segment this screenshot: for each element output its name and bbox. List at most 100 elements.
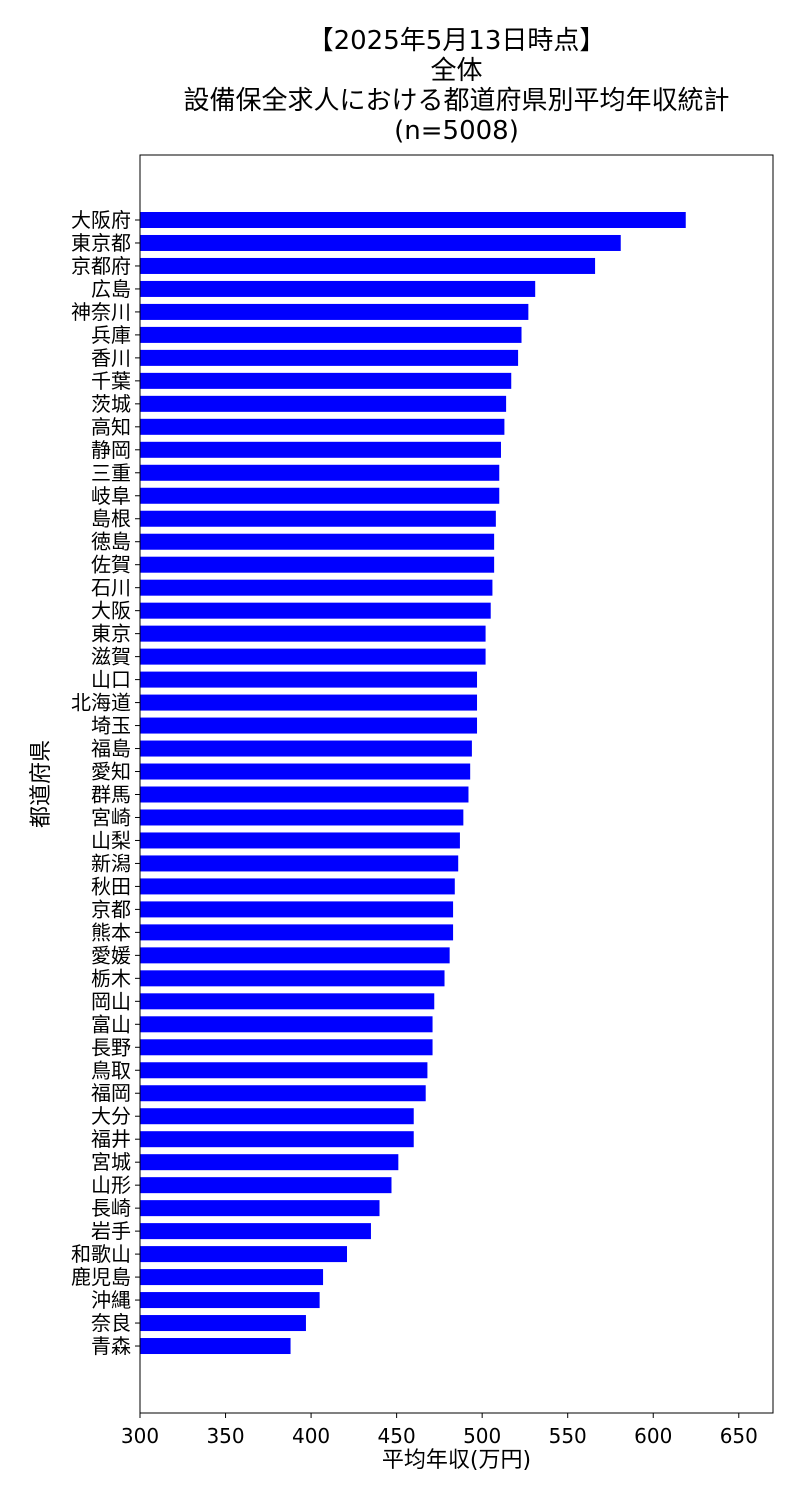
y-tick-label: 秋田 bbox=[91, 874, 131, 898]
y-tick-label: 鳥取 bbox=[91, 1058, 131, 1082]
bar bbox=[140, 579, 493, 596]
bar bbox=[140, 901, 454, 918]
y-tick-label: 岐阜 bbox=[91, 484, 131, 508]
bar bbox=[140, 395, 507, 412]
bar bbox=[140, 717, 478, 734]
bar bbox=[140, 487, 500, 504]
x-tick-label: 500 bbox=[463, 1424, 501, 1448]
bar bbox=[140, 1200, 380, 1217]
y-tick-label: 兵庫 bbox=[91, 323, 131, 347]
y-tick-label: 東京 bbox=[91, 622, 131, 646]
bar bbox=[140, 533, 495, 550]
bar bbox=[140, 1108, 414, 1125]
bar bbox=[140, 1062, 428, 1079]
x-tick-label: 600 bbox=[634, 1424, 672, 1448]
y-tick-label: 長野 bbox=[91, 1035, 131, 1059]
y-tick-label: 滋賀 bbox=[91, 645, 131, 669]
y-tick-label: 宮城 bbox=[91, 1150, 131, 1174]
y-tick-label: 福島 bbox=[91, 737, 131, 761]
y-tick-label: 新潟 bbox=[91, 851, 131, 875]
y-axis-label: 都道府県 bbox=[29, 740, 54, 828]
y-tick-label: 徳島 bbox=[91, 530, 131, 554]
bar bbox=[140, 1154, 399, 1171]
bar bbox=[140, 1016, 433, 1033]
y-tick-label: 山梨 bbox=[91, 828, 131, 852]
bar bbox=[140, 1292, 320, 1309]
y-tick-label: 北海道 bbox=[71, 691, 131, 715]
y-tick-label: 鹿児島 bbox=[71, 1265, 131, 1289]
y-tick-label: 広島 bbox=[91, 277, 131, 301]
y-tick-label: 栃木 bbox=[91, 966, 131, 990]
bar bbox=[140, 234, 621, 251]
y-tick-label: 大阪府 bbox=[71, 208, 131, 232]
bar bbox=[140, 418, 505, 435]
y-tick-label: 三重 bbox=[91, 461, 131, 485]
chart-title-line: 全体 bbox=[430, 56, 483, 86]
bar bbox=[140, 878, 455, 895]
bar bbox=[140, 1246, 348, 1263]
y-tick-label: 岩手 bbox=[91, 1219, 131, 1243]
bar bbox=[140, 786, 469, 803]
bar bbox=[140, 441, 501, 458]
y-tick-label: 青森 bbox=[91, 1334, 131, 1358]
bar bbox=[140, 372, 512, 389]
chart-title-line: 【2025年5月13日時点】 bbox=[307, 26, 606, 56]
y-tick-label: 山口 bbox=[91, 668, 131, 692]
bar bbox=[140, 947, 450, 964]
bar bbox=[140, 1085, 426, 1102]
bar bbox=[140, 694, 478, 711]
x-tick-label: 400 bbox=[292, 1424, 330, 1448]
y-tick-label: 大阪 bbox=[91, 599, 131, 623]
bar bbox=[140, 1131, 414, 1148]
y-tick-label: 茨城 bbox=[91, 392, 131, 416]
y-tick-label: 静岡 bbox=[91, 438, 131, 462]
bar bbox=[140, 212, 686, 228]
bar bbox=[140, 763, 471, 780]
bar bbox=[140, 993, 435, 1010]
y-tick-label: 長崎 bbox=[91, 1196, 131, 1220]
bar bbox=[140, 1223, 371, 1240]
chart-title-line: (n=5008) bbox=[394, 116, 519, 146]
bar bbox=[140, 602, 491, 619]
bar bbox=[140, 556, 495, 573]
y-tick-label: 群馬 bbox=[91, 783, 131, 807]
y-tick-label: 埼玉 bbox=[91, 714, 131, 738]
y-tick-label: 福井 bbox=[91, 1127, 131, 1151]
bar bbox=[140, 809, 464, 826]
chart-title: 【2025年5月13日時点】 全体 設備保全求人における都道府県別平均年収統計 (n=… bbox=[140, 26, 773, 146]
y-tick-label: 熊本 bbox=[91, 920, 131, 944]
bar bbox=[140, 740, 472, 757]
y-tick-label: 高知 bbox=[91, 415, 131, 439]
y-tick-label: 愛媛 bbox=[91, 943, 131, 967]
y-tick-label: 島根 bbox=[91, 507, 131, 531]
bar bbox=[140, 671, 478, 688]
x-tick-label: 300 bbox=[121, 1424, 159, 1448]
bar bbox=[140, 326, 522, 343]
bar bbox=[140, 349, 519, 366]
y-tick-label: 香川 bbox=[91, 346, 131, 370]
x-tick-label: 450 bbox=[378, 1424, 416, 1448]
bar bbox=[140, 648, 486, 665]
y-tick-label: 佐賀 bbox=[91, 553, 131, 577]
bar bbox=[140, 1315, 306, 1332]
y-tick-label: 岡山 bbox=[91, 989, 131, 1013]
bar bbox=[140, 924, 454, 941]
bar bbox=[140, 464, 500, 481]
bar bbox=[140, 970, 445, 987]
y-tick-label: 石川 bbox=[91, 576, 131, 600]
y-tick-label: 奈良 bbox=[91, 1311, 131, 1335]
y-tick-label: 京都府 bbox=[71, 254, 131, 278]
x-tick-label: 550 bbox=[549, 1424, 587, 1448]
x-tick-label: 650 bbox=[720, 1424, 758, 1448]
y-tick-label: 宮崎 bbox=[91, 805, 131, 829]
y-tick-label: 千葉 bbox=[91, 369, 131, 393]
bar bbox=[140, 510, 496, 527]
bar bbox=[140, 1039, 433, 1056]
plot-frame bbox=[139, 154, 774, 1414]
bar bbox=[140, 257, 596, 274]
bar bbox=[140, 280, 536, 297]
y-tick-label: 東京都 bbox=[71, 231, 131, 255]
x-axis-label: 平均年収(万円) bbox=[382, 1448, 531, 1473]
bar bbox=[140, 832, 460, 849]
